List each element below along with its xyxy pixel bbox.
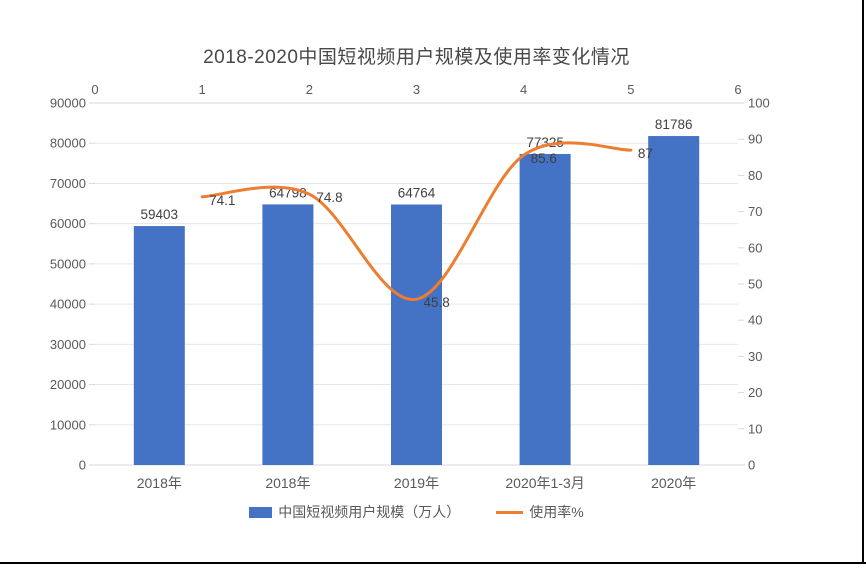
usage-rate-line bbox=[200, 141, 633, 301]
y-axis-tick-label: 0 bbox=[79, 458, 86, 473]
chart-title: 2018-2020中国短视频用户规模及使用率变化情况 bbox=[203, 47, 630, 68]
x-axis-category-label: 2018年 bbox=[265, 475, 310, 491]
y-axis-tick-label: 20000 bbox=[50, 377, 86, 392]
secondary-y-axis-tick-label: 10 bbox=[748, 421, 762, 436]
secondary-y-axis-tick-label: 30 bbox=[748, 349, 762, 364]
line-point-label: 74.8 bbox=[316, 190, 342, 205]
top-axis-tick-label: 0 bbox=[91, 82, 98, 97]
y-axis-tick-label: 10000 bbox=[50, 417, 86, 432]
page-right-border bbox=[862, 0, 864, 564]
secondary-y-axis-tick-label: 50 bbox=[748, 277, 762, 292]
legend-item-rate: 使用率% bbox=[496, 502, 584, 522]
line-point-label: 85.6 bbox=[531, 151, 557, 166]
bar bbox=[262, 204, 314, 465]
line-point-label: 45.8 bbox=[424, 295, 450, 310]
bar bbox=[391, 204, 442, 465]
page-bottom-border bbox=[0, 562, 866, 564]
secondary-y-axis-tick-label: 80 bbox=[748, 168, 762, 183]
x-axis-category-label: 2020年1-3月 bbox=[505, 475, 584, 491]
bar-value-label: 77325 bbox=[526, 135, 564, 150]
y-axis-tick-label: 30000 bbox=[50, 337, 86, 352]
legend-item-users: 中国短视频用户规模（万人） bbox=[249, 502, 460, 522]
bar-value-label: 64764 bbox=[398, 186, 436, 201]
line-point-label: 87 bbox=[638, 146, 653, 161]
legend-label-rate: 使用率% bbox=[529, 504, 584, 520]
bar-value-label: 59403 bbox=[141, 207, 179, 222]
y-axis-tick-label: 40000 bbox=[50, 297, 86, 312]
bar-value-label: 81786 bbox=[655, 117, 693, 132]
y-axis-tick-label: 50000 bbox=[50, 256, 86, 271]
y-axis-tick-label: 90000 bbox=[50, 96, 86, 111]
chart-legend: 中国短视频用户规模（万人） 使用率% bbox=[0, 502, 833, 522]
secondary-y-axis-tick-label: 90 bbox=[748, 132, 762, 147]
y-axis-tick-label: 60000 bbox=[50, 216, 86, 231]
y-axis-tick-label: 70000 bbox=[50, 176, 86, 191]
legend-label-users: 中国短视频用户规模（万人） bbox=[278, 504, 461, 520]
top-axis-tick-label: 6 bbox=[734, 82, 741, 97]
secondary-y-axis-tick-label: 0 bbox=[748, 458, 755, 473]
line-point-label: 74.1 bbox=[209, 193, 235, 208]
secondary-y-axis-tick-label: 40 bbox=[748, 313, 762, 328]
x-axis-category-label: 2018年 bbox=[137, 475, 182, 491]
x-axis-category-label: 2019年 bbox=[394, 475, 439, 491]
bar-series-swatch bbox=[249, 506, 273, 518]
top-axis-tick-label: 3 bbox=[413, 82, 420, 97]
secondary-y-axis-tick-label: 60 bbox=[748, 240, 762, 255]
secondary-y-axis-tick-label: 70 bbox=[748, 204, 762, 219]
x-axis-category-label: 2020年 bbox=[651, 475, 696, 491]
secondary-y-axis-tick-label: 20 bbox=[748, 385, 762, 400]
line-series-swatch bbox=[496, 510, 524, 514]
bar bbox=[519, 153, 571, 465]
secondary-y-axis-tick-label: 100 bbox=[748, 96, 770, 111]
bar bbox=[133, 226, 185, 465]
bar bbox=[648, 136, 700, 466]
top-axis-tick-label: 1 bbox=[199, 82, 206, 97]
y-axis-tick-label: 80000 bbox=[50, 136, 86, 151]
top-axis-tick-label: 2 bbox=[306, 82, 313, 97]
top-axis-tick-label: 5 bbox=[627, 82, 634, 97]
top-axis-tick-label: 4 bbox=[520, 82, 527, 97]
